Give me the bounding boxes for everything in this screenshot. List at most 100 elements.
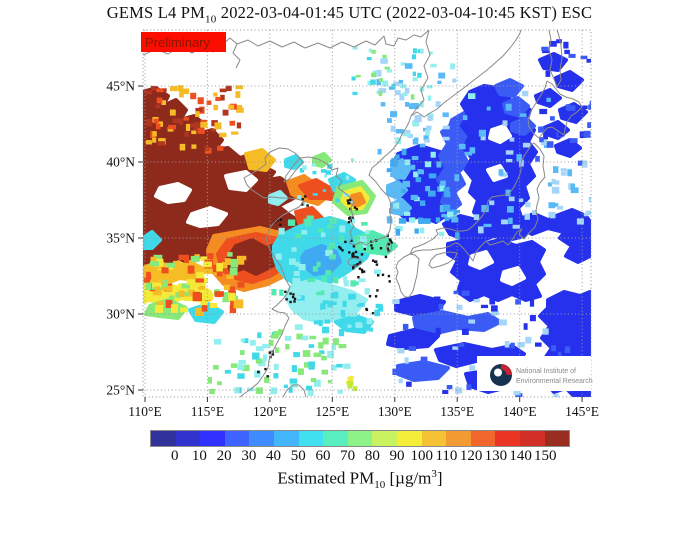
coast-primorye (410, 30, 522, 118)
map-speckle (289, 378, 298, 384)
map-frame (142, 29, 592, 398)
map-speckle (334, 277, 339, 284)
map-speckle (588, 104, 591, 110)
map-speckle (181, 283, 190, 289)
map-speckle (579, 105, 588, 110)
map-speckle (352, 299, 360, 305)
map-blob (538, 52, 568, 72)
map-speckle (419, 313, 427, 320)
map-speckle (549, 40, 557, 47)
map-speckle (480, 135, 486, 141)
map-speckle (343, 363, 351, 369)
map-speckle (424, 139, 430, 143)
map-speckle (414, 137, 419, 141)
map-speckle (152, 282, 162, 288)
nier-logo-swirl (494, 368, 502, 377)
x-axis-label: 125°E (315, 404, 349, 419)
map-speckle (150, 268, 158, 274)
map-speckle (273, 373, 279, 379)
map-speckle (255, 346, 264, 352)
map-speckle (568, 53, 576, 58)
map-speckle (450, 209, 457, 216)
colorbar-tick-label: 100 (410, 448, 434, 464)
map-speckle (339, 235, 344, 242)
title-subscript: 10 (205, 13, 217, 26)
map-speckle (351, 76, 356, 81)
map-speckle (435, 327, 441, 335)
map-speckle (570, 308, 577, 315)
map-black-dot (387, 274, 391, 278)
map-black-dot (361, 270, 364, 274)
colorbar-tick-label: 90 (389, 448, 405, 464)
map-speckle (378, 88, 387, 94)
map-speckle (352, 46, 358, 50)
colorbar-segment (396, 431, 422, 446)
map-speckle (438, 303, 444, 310)
preliminary-badge-label: Preliminary (145, 35, 211, 50)
map-speckle (550, 116, 555, 121)
map-speckle (223, 292, 231, 301)
map-blob (284, 154, 304, 170)
map-speckle (322, 300, 329, 304)
map-speckle (437, 80, 442, 84)
map-speckle (439, 184, 445, 192)
map-speckle (209, 302, 218, 308)
map-speckle (172, 118, 180, 124)
map-speckle (453, 290, 459, 295)
map-speckle (447, 211, 454, 217)
map-speckle (162, 88, 167, 92)
map-speckle (418, 217, 424, 224)
map-speckle (278, 227, 285, 235)
map-speckle (325, 170, 331, 175)
map-speckle (582, 160, 588, 168)
colorbar-tick-label: 130 (484, 448, 508, 464)
preliminary-badge (141, 32, 226, 52)
map-black-dot (341, 249, 344, 252)
map-black-dot (344, 240, 347, 244)
nier-logo-text-line1: National Institute of (516, 368, 576, 375)
map-blob (554, 138, 582, 158)
coast-shikoku (428, 251, 458, 269)
map-speckle (587, 342, 591, 349)
map-speckle (395, 90, 401, 96)
map-speckle (306, 385, 313, 391)
map-speckle (408, 217, 416, 223)
map-speckle (398, 378, 403, 384)
map-speckle (444, 191, 451, 198)
map-speckle (402, 323, 409, 330)
map-speckle (167, 127, 174, 132)
map-speckle (190, 255, 200, 262)
map-speckle (395, 137, 401, 145)
map-speckle (178, 254, 189, 261)
map-speckle (405, 102, 410, 107)
map-speckle (338, 344, 347, 349)
map-speckle (228, 104, 234, 110)
map-speckle (324, 319, 331, 324)
colorbar-segment (519, 431, 545, 446)
map-speckle (443, 204, 451, 212)
map-speckle (371, 49, 376, 54)
map-speckle (319, 350, 325, 355)
map-speckle (146, 271, 152, 280)
map-speckle (540, 138, 547, 146)
nier-logo-text-line2: Environmental Research (516, 378, 593, 385)
map-speckle (285, 336, 292, 341)
map-speckle (321, 369, 328, 375)
map-speckle (411, 54, 416, 60)
map-speckle (394, 174, 400, 180)
map-speckle (200, 256, 211, 261)
map-speckle (450, 63, 455, 70)
map-speckle (439, 205, 446, 213)
map-speckle (376, 69, 382, 77)
map-speckle (234, 259, 245, 265)
map-speckle (299, 168, 304, 173)
map-speckle (468, 319, 476, 324)
map-speckle (384, 66, 390, 70)
map-speckle (184, 131, 189, 137)
map-speckle (408, 346, 417, 351)
map-speckle (519, 113, 527, 117)
map-speckle (145, 90, 152, 95)
map-speckle (452, 78, 457, 83)
map-black-dot (304, 195, 307, 198)
map-blob (334, 314, 374, 334)
